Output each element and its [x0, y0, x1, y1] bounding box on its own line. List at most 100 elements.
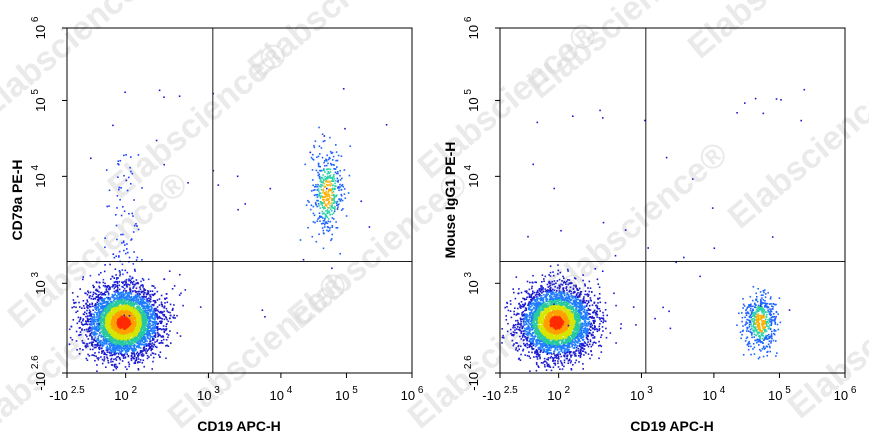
- data-point: [138, 335, 140, 337]
- data-point: [132, 351, 134, 353]
- data-point: [98, 341, 101, 343]
- data-point: [163, 163, 165, 166]
- data-point: [130, 306, 133, 309]
- data-point: [128, 295, 130, 298]
- data-point: [135, 353, 138, 355]
- data-point: [312, 159, 315, 161]
- data-point: [132, 231, 135, 233]
- data-point: [95, 326, 97, 328]
- data-point: [92, 298, 95, 300]
- data-point: [135, 282, 138, 284]
- data-point: [116, 330, 118, 333]
- data-point: [120, 353, 122, 355]
- data-point: [151, 307, 153, 310]
- data-point: [125, 339, 127, 341]
- data-point: [109, 335, 111, 338]
- data-point: [92, 322, 95, 324]
- data-point: [104, 343, 106, 345]
- data-point: [91, 319, 94, 321]
- data-point: [122, 240, 125, 242]
- data-point: [135, 302, 137, 305]
- data-point: [313, 194, 316, 197]
- data-point: [126, 328, 128, 331]
- data-point: [120, 314, 123, 316]
- data-point: [135, 279, 138, 281]
- data-point: [157, 334, 160, 337]
- data-point: [123, 289, 125, 292]
- data-point: [143, 331, 146, 334]
- data-point: [108, 346, 111, 349]
- data-point: [122, 339, 125, 342]
- data-point: [119, 328, 122, 331]
- data-point: [321, 184, 324, 187]
- watermark-text: Elabscience®: [781, 255, 869, 427]
- data-point: [154, 316, 156, 319]
- data-point: [135, 332, 138, 334]
- data-point: [133, 344, 135, 347]
- data-point: [87, 290, 89, 292]
- data-point: [106, 310, 108, 313]
- data-point: [137, 307, 140, 309]
- data-point: [343, 188, 346, 190]
- data-point: [323, 206, 325, 208]
- data-point: [151, 313, 154, 315]
- data-point: [110, 306, 112, 309]
- data-point: [145, 313, 147, 315]
- data-point: [123, 210, 126, 212]
- data-point: [165, 328, 168, 330]
- data-point: [99, 327, 101, 329]
- data-point: [118, 350, 121, 352]
- data-point: [136, 317, 138, 319]
- data-point: [119, 297, 122, 299]
- data-point: [106, 357, 109, 360]
- data-point: [95, 293, 98, 295]
- data-point: [327, 181, 329, 183]
- data-point: [147, 307, 150, 310]
- data-point: [119, 198, 121, 201]
- data-point: [149, 337, 151, 340]
- data-point: [129, 333, 132, 335]
- data-point: [139, 318, 141, 321]
- data-point: [132, 297, 134, 300]
- data-point: [140, 350, 143, 352]
- data-point: [167, 311, 170, 313]
- data-point: [326, 159, 328, 161]
- data-point: [124, 280, 126, 283]
- data-point: [324, 165, 326, 167]
- data-point: [119, 320, 121, 322]
- data-point: [110, 319, 112, 322]
- data-point: [145, 293, 148, 296]
- data-point: [124, 305, 126, 308]
- data-point: [117, 160, 120, 162]
- data-point: [99, 297, 102, 300]
- data-point: [338, 187, 340, 189]
- data-point: [125, 309, 127, 312]
- data-point: [320, 222, 323, 225]
- data-point: [141, 314, 143, 317]
- data-point: [140, 309, 143, 311]
- data-point: [81, 328, 83, 330]
- data-point: [125, 351, 127, 353]
- data-point: [130, 296, 133, 299]
- data-point: [331, 199, 333, 202]
- data-point: [154, 353, 157, 355]
- data-point: [137, 337, 139, 339]
- data-point: [132, 301, 134, 303]
- data-point: [94, 304, 96, 306]
- data-point: [120, 304, 123, 306]
- data-point: [109, 328, 112, 330]
- x-tick-label: 10 3: [197, 385, 220, 403]
- data-point: [138, 322, 141, 324]
- data-point: [110, 334, 112, 336]
- data-point: [86, 309, 88, 312]
- plot-frame: [66, 27, 413, 374]
- data-point: [132, 215, 134, 217]
- data-point: [96, 281, 98, 284]
- data-point: [102, 350, 105, 352]
- data-point: [117, 331, 119, 334]
- data-point: [86, 293, 89, 296]
- data-point: [90, 320, 93, 323]
- data-point: [199, 306, 202, 308]
- data-point: [329, 220, 332, 223]
- data-point: [131, 327, 134, 330]
